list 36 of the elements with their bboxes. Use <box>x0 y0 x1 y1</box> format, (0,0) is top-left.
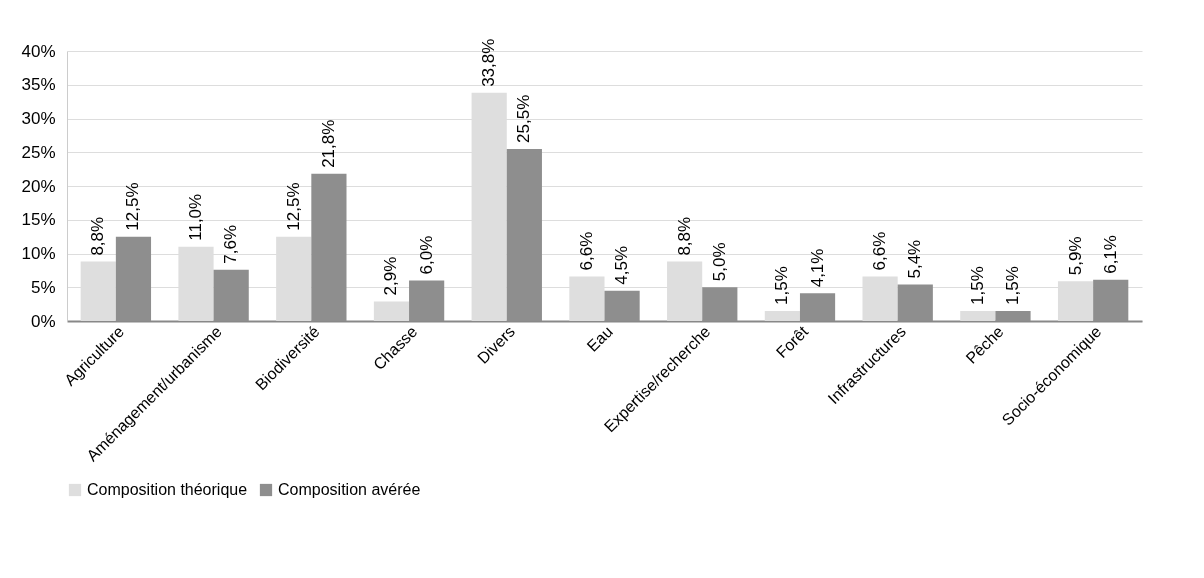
bar <box>764 310 800 321</box>
data-label: 1,5% <box>772 266 792 305</box>
data-label: 4,5% <box>612 245 632 285</box>
y-tick-label: 35% <box>21 75 56 95</box>
y-tick-label: 10% <box>21 244 56 263</box>
data-label: 6,6% <box>870 231 890 271</box>
y-tick-label: 20% <box>21 176 56 196</box>
data-label: 8,8% <box>88 216 108 256</box>
data-label: 7,6% <box>221 224 241 264</box>
data-label: 1,5% <box>1003 266 1022 305</box>
data-label: 12,5% <box>283 182 303 231</box>
y-tick-label: 0% <box>30 311 56 331</box>
y-tick-label: 30% <box>21 109 56 128</box>
data-label: 12,5% <box>123 182 143 231</box>
y-tick-label: 40% <box>21 41 56 61</box>
data-label: 21,8% <box>318 119 338 168</box>
legend-label: Composition théorique <box>87 481 248 498</box>
data-label: 6,1% <box>1100 235 1120 274</box>
data-label: 33,8% <box>479 38 499 87</box>
y-tick-label: 5% <box>30 277 56 297</box>
data-label: 11,0% <box>186 193 205 241</box>
y-tick-label: 25% <box>21 142 56 162</box>
y-tick-label: 15% <box>21 210 56 230</box>
bar <box>373 301 410 321</box>
data-label: 6,0% <box>416 235 436 275</box>
data-label: 5,0% <box>709 242 729 282</box>
data-label: 8,8% <box>674 216 694 256</box>
data-label: 5,9% <box>1065 236 1085 276</box>
data-label: 1,5% <box>967 266 987 305</box>
bar <box>960 310 996 321</box>
legend-label: Composition avérée <box>278 481 421 498</box>
data-label: 6,6% <box>576 231 596 271</box>
data-label: 25,5% <box>514 94 534 143</box>
data-label: 4,1% <box>807 248 827 288</box>
data-label: 2,9% <box>381 256 401 296</box>
data-label: 5,4% <box>905 239 925 279</box>
